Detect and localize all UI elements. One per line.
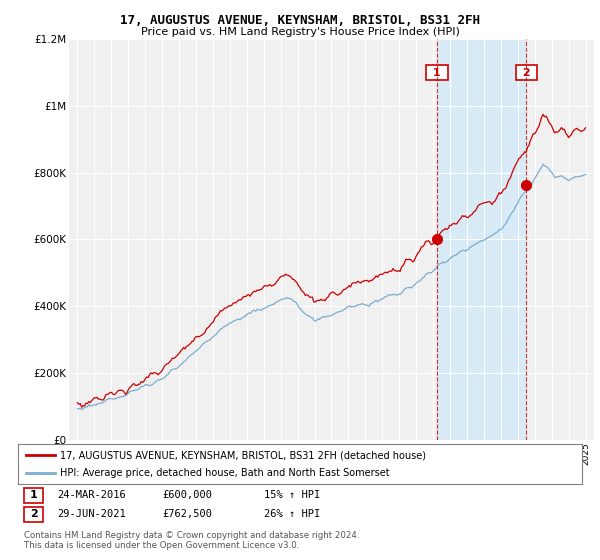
Text: 29-JUN-2021: 29-JUN-2021 (57, 509, 126, 519)
Text: £600,000: £600,000 (162, 490, 212, 500)
Text: 17, AUGUSTUS AVENUE, KEYNSHAM, BRISTOL, BS31 2FH (detached house): 17, AUGUSTUS AVENUE, KEYNSHAM, BRISTOL, … (60, 450, 426, 460)
Text: 26% ↑ HPI: 26% ↑ HPI (264, 509, 320, 519)
Text: HPI: Average price, detached house, Bath and North East Somerset: HPI: Average price, detached house, Bath… (60, 468, 390, 478)
Text: Price paid vs. HM Land Registry's House Price Index (HPI): Price paid vs. HM Land Registry's House … (140, 27, 460, 37)
Text: 24-MAR-2016: 24-MAR-2016 (57, 490, 126, 500)
Text: 1: 1 (429, 68, 445, 78)
Text: 2: 2 (30, 509, 37, 519)
Text: 1: 1 (30, 490, 37, 500)
Bar (437, 39, 526, 440)
Text: 15% ↑ HPI: 15% ↑ HPI (264, 490, 320, 500)
Text: 17, AUGUSTUS AVENUE, KEYNSHAM, BRISTOL, BS31 2FH: 17, AUGUSTUS AVENUE, KEYNSHAM, BRISTOL, … (120, 14, 480, 27)
Text: Contains HM Land Registry data © Crown copyright and database right 2024.
This d: Contains HM Land Registry data © Crown c… (24, 531, 359, 550)
Text: £762,500: £762,500 (162, 509, 212, 519)
Text: 2: 2 (518, 68, 534, 78)
